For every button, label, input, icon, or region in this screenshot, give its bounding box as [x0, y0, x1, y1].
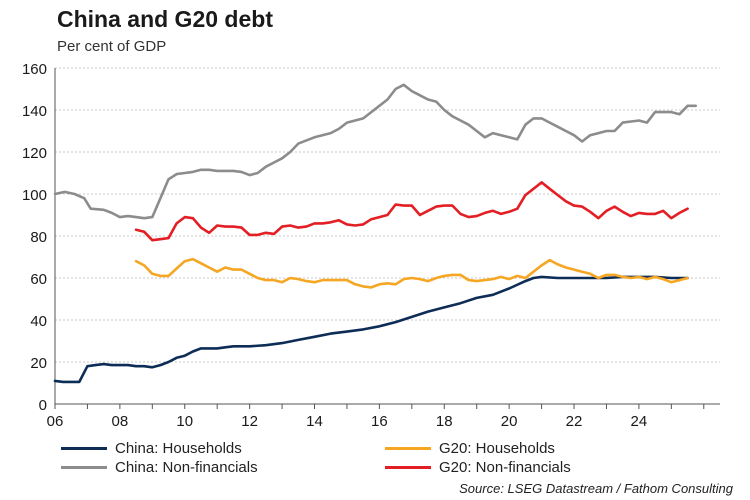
x-tick-label: 20: [501, 413, 518, 430]
chart-title: China and G20 debt: [57, 6, 273, 32]
series-line-china-non-financials: [53, 83, 697, 220]
x-tick-label: 10: [176, 413, 193, 430]
x-tick-label: 18: [436, 413, 453, 430]
y-tick-label: 140: [22, 103, 47, 120]
y-tick-label: 20: [30, 355, 47, 372]
grid-lines: [55, 67, 720, 363]
y-tick-label: 0: [39, 397, 47, 414]
y-tick-label: 120: [22, 145, 47, 162]
x-tick-label: 12: [241, 413, 258, 430]
series-line-g20-non-financials: [134, 181, 689, 242]
source-note: Source: LSEG Datastream / Fathom Consult…: [459, 481, 733, 496]
y-tick-label: 80: [30, 229, 47, 246]
x-tick-label: 14: [306, 413, 323, 430]
x-tick-label: 22: [566, 413, 583, 430]
y-tick-label: 160: [22, 61, 47, 78]
y-tick-label: 40: [30, 313, 47, 330]
y-tick-label: 60: [30, 271, 47, 288]
x-tick-label: 08: [112, 413, 129, 430]
chart-subtitle: Per cent of GDP: [57, 38, 167, 55]
axes: [54, 68, 720, 409]
y-tick-label: 100: [22, 187, 47, 204]
series-lines: [53, 83, 697, 384]
x-tick-label: 06: [47, 413, 64, 430]
series-line-g20-households: [134, 257, 689, 289]
series-line-china-households: [53, 275, 689, 384]
x-tick-label: 16: [371, 413, 388, 430]
x-tick-label: 24: [631, 413, 648, 430]
tick-labels: 0 20 40 60 80 100 120 140 160 06 08 10 12 14 16 18 20 22 2…: [22, 61, 647, 430]
